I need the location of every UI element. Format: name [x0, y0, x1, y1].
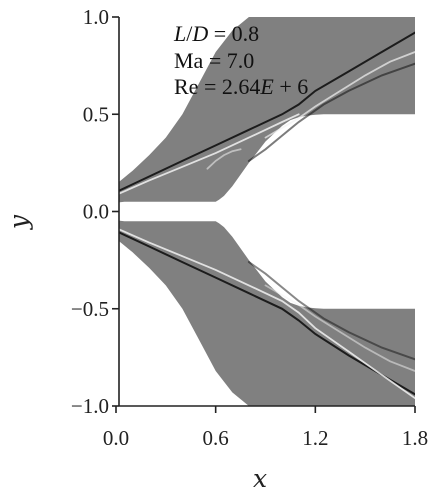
annotation-mach: Ma = 7.0 [174, 48, 254, 73]
x-tick-label: 0.0 [103, 426, 129, 450]
x-ticks: 0.0 0.6 1.2 1.8 [103, 406, 428, 450]
field-layer [119, 17, 415, 406]
y-tick-label: 0.0 [83, 200, 109, 224]
shock-line-2 [119, 113, 300, 195]
shock-line-9 [264, 284, 415, 372]
shock-line-1 [119, 31, 415, 192]
shock-line-5 [206, 148, 242, 170]
annotation-reynolds: Re = 2.64E + 6 [174, 74, 308, 99]
y-tick-label: 1.0 [83, 5, 109, 29]
shock-line-4 [247, 62, 415, 162]
y-axis-label: y [4, 214, 33, 230]
y-tick-label: −0.5 [71, 297, 109, 321]
y-tick-label: 0.5 [83, 102, 109, 126]
flow-field-region [119, 17, 415, 406]
x-tick-label: 1.2 [302, 426, 328, 450]
shock-line-8 [247, 261, 415, 361]
x-axis-label: x [253, 464, 267, 493]
annotation-ld: L/D = 0.8 [173, 21, 259, 46]
shock-layer [119, 31, 415, 400]
x-tick-label: 0.6 [203, 426, 229, 450]
axes-layer: 1.0 0.5 0.0 −0.5 −1.0 0.0 0.6 1.2 1.8 [71, 5, 428, 450]
x-tick-label: 1.8 [402, 426, 428, 450]
annotation-block: L/D = 0.8 Ma = 7.0 Re = 2.64E + 6 [173, 21, 308, 99]
shock-line-3 [264, 51, 415, 139]
shock-line-6 [119, 231, 415, 396]
y-ticks: 1.0 0.5 0.0 −0.5 −1.0 [71, 5, 119, 418]
shock-line-7 [119, 228, 415, 400]
y-tick-label: −1.0 [71, 394, 109, 418]
